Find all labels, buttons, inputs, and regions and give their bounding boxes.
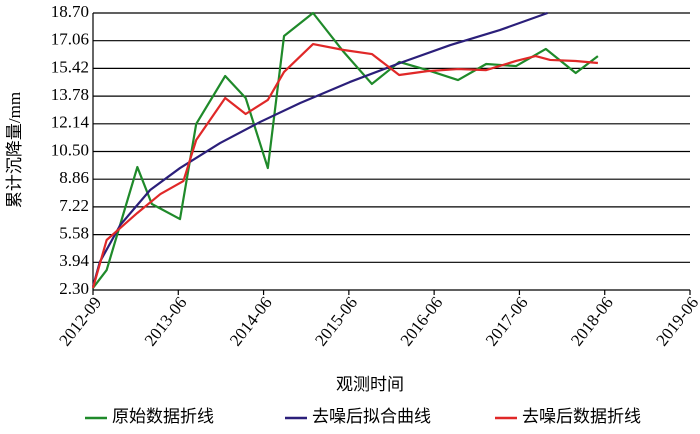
y-tick-label: 10.50 (51, 140, 89, 159)
y-tick-label: 2.30 (59, 279, 89, 298)
y-tick-label: 3.94 (59, 251, 89, 270)
x-tick-label: 2019-06 (652, 293, 700, 349)
x-tick-label: 2013-06 (141, 293, 191, 349)
line-series (92, 11, 599, 289)
x-tick-label: 2016-06 (397, 293, 447, 349)
y-tick-label: 17.06 (51, 30, 89, 49)
x-tick-label: 2015-06 (311, 293, 361, 349)
legend-label: 去噪后数据折线 (522, 407, 641, 426)
line-series (91, 42, 598, 289)
y-tick-label: 7.22 (59, 196, 89, 215)
y-tick-label: 5.58 (59, 224, 89, 243)
x-tick-label: 2014-06 (226, 293, 276, 349)
x-tick-label: 2012-09 (55, 293, 105, 349)
y-tick-label: 12.14 (51, 113, 90, 132)
y-tick-label: 15.42 (51, 57, 89, 76)
legend-label: 原始数据折线 (112, 407, 214, 426)
x-tick-label: 2017-06 (482, 293, 532, 349)
y-tick-label: 8.86 (59, 168, 89, 187)
x-tick-label: 2018-06 (567, 293, 617, 349)
line-series (91, 11, 548, 287)
y-tick-label: 18.70 (51, 2, 89, 21)
x-axis-title: 观测时间 (336, 375, 404, 394)
y-axis-title: 累计沉降量/mm (5, 92, 24, 208)
legend-label: 去噪后拟合曲线 (312, 407, 431, 426)
y-tick-label: 13.78 (51, 85, 89, 104)
